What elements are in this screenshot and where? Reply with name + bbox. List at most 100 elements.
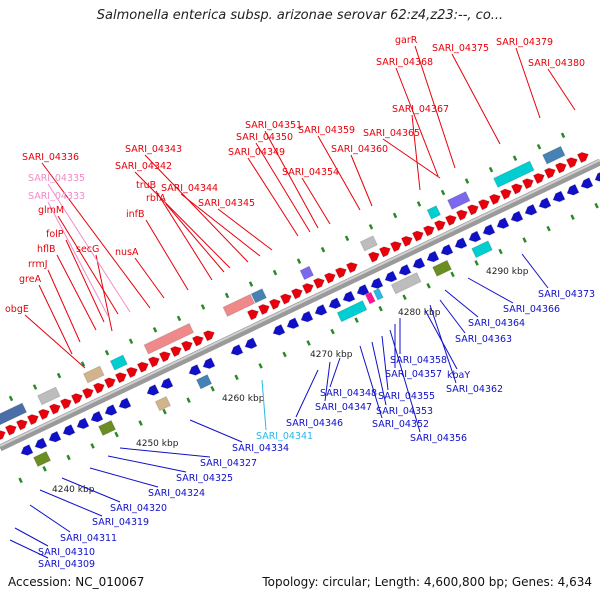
tick-mark [18, 477, 23, 484]
tick-marks [8, 132, 599, 484]
gene-label: SARI_04324 [148, 488, 205, 499]
tick-mark [560, 132, 566, 139]
tick-mark [546, 225, 551, 232]
gene-arrow [370, 277, 384, 290]
reverse-gene [146, 383, 160, 396]
gene-label: SARI_04333 [28, 191, 85, 202]
tick-mark [128, 338, 134, 345]
reverse-gene [524, 203, 538, 216]
forward-gene [81, 387, 95, 400]
tick-mark [186, 397, 191, 404]
gene-arrow [136, 361, 150, 374]
gene-label: infB [126, 209, 145, 220]
forward-gene [48, 403, 62, 415]
forward-gene [0, 429, 7, 442]
leader-line [247, 157, 299, 237]
forward-gene [147, 356, 161, 368]
reverse-gene [440, 243, 454, 256]
forward-gene [444, 214, 458, 227]
gene-arrow [158, 351, 172, 363]
gene-arrow [103, 377, 117, 389]
gene-label: SARI_04336 [22, 152, 79, 163]
gene-label: obgE [5, 304, 29, 315]
forward-gene [103, 377, 117, 389]
leader-line [429, 304, 457, 384]
gene-label: SARI_04335 [28, 173, 85, 184]
forward-gene [268, 298, 282, 311]
leader-line [41, 162, 151, 309]
gene-arrow [15, 419, 29, 431]
reverse-gene [370, 277, 384, 290]
reverse-gene [510, 210, 524, 223]
tick-mark [32, 384, 38, 390]
gene-box [336, 300, 368, 323]
gene-arrow [34, 437, 48, 450]
gene-arrow [482, 223, 496, 236]
tick-mark [464, 178, 470, 184]
forward-gene [466, 204, 480, 216]
gene-arrow [76, 417, 90, 430]
gene-arrow [412, 257, 426, 270]
gene-label: SARI_04310 [38, 547, 95, 558]
leader-line [89, 467, 159, 488]
leader-line [57, 215, 119, 315]
tick-mark [162, 408, 167, 415]
gene-arrow [510, 210, 524, 223]
leader-line [395, 67, 439, 177]
tick-mark [224, 292, 230, 299]
gene-arrow [384, 270, 398, 283]
leader-line [9, 539, 49, 559]
forward-gene [59, 398, 73, 410]
gene-arrow [345, 261, 359, 274]
leader-line [451, 53, 501, 145]
gene-label: SARI_04342 [115, 161, 172, 172]
reverse-gene [272, 323, 286, 336]
gene-box-bottom [154, 395, 172, 412]
gene-arrow [328, 297, 342, 310]
forward-gene [400, 235, 414, 248]
forward-gene [92, 382, 106, 394]
tick-mark [66, 454, 71, 461]
gene-arrow [26, 413, 40, 426]
gene-box-bottom [195, 373, 213, 390]
gene-label: SARI_04325 [176, 473, 233, 484]
leader-line [261, 379, 267, 431]
gene-arrow [300, 310, 314, 323]
leader-line [359, 345, 383, 419]
gene-labels: obgE greA rrmJ hflB folP glmM secG SARI_04333 SA… [5, 35, 595, 570]
gene-label: SARI_04327 [200, 458, 257, 469]
gene-arrow [81, 387, 95, 400]
gene-arrow [314, 303, 328, 316]
reverse-gene [328, 297, 342, 310]
reverse-gene [342, 290, 356, 303]
gene-arrow [356, 283, 370, 296]
forward-gene [521, 178, 535, 190]
scale-labels: 4240 kbp 4250 kbp 4260 kbp 4270 kbp 4280 kbp… [52, 267, 529, 495]
gene-arrow [114, 372, 128, 384]
reverse-gene [202, 357, 216, 370]
gene-arrow [272, 323, 286, 336]
gene-label: SARI_04347 [315, 402, 372, 413]
gene-arrow [488, 193, 502, 206]
gene-box [299, 265, 315, 281]
gene-arrow [565, 157, 579, 169]
scale-label: 4290 kbp [486, 267, 529, 277]
topology-text: Topology: circular; Length: 4,600,800 bp… [262, 575, 592, 589]
gene-box [541, 145, 566, 165]
gene-box-top [36, 386, 61, 406]
gene-label: SARI_04367 [392, 104, 449, 115]
gene-arrow [169, 345, 183, 358]
label-leaders [9, 45, 576, 559]
leader-line [47, 269, 81, 343]
map-title: Salmonella enterica subsp. arizonae sero… [96, 8, 504, 23]
forward-gene [422, 225, 436, 237]
gene-label: SARI_04364 [468, 318, 525, 329]
leader-line [350, 154, 373, 207]
gene-box-bottom [97, 419, 117, 437]
gene-label: SARI_04320 [110, 503, 167, 514]
gene-arrow [389, 240, 403, 253]
forward-gene [15, 419, 29, 431]
gene-arrow [444, 214, 458, 227]
forward-gene [26, 413, 40, 426]
